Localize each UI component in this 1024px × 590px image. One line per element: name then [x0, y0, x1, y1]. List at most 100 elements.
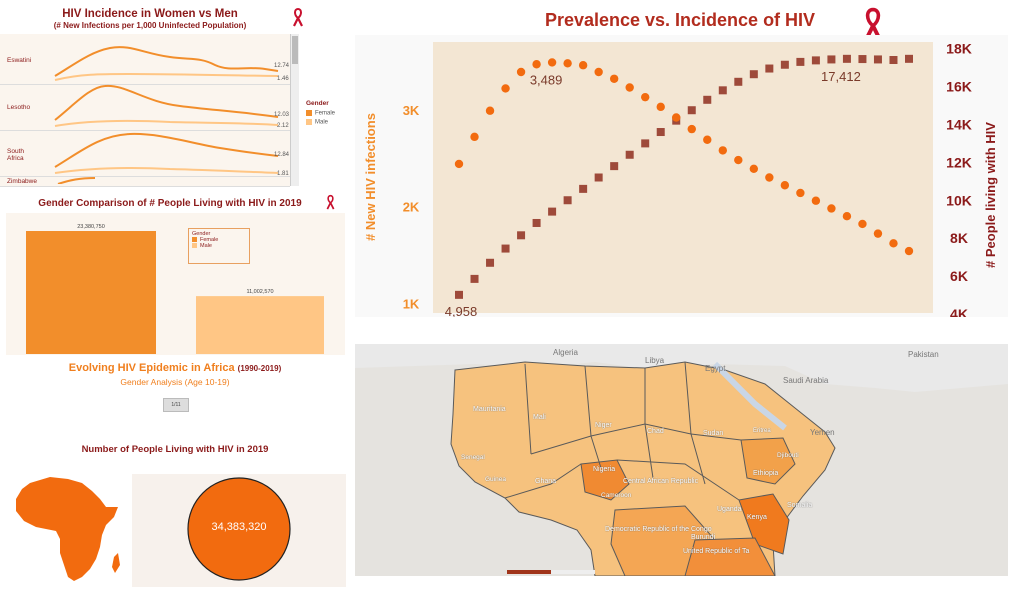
- map-label: Ethiopia: [753, 470, 779, 477]
- prevalence-start-label: 4,958: [445, 304, 478, 317]
- prevalence-marker[interactable]: [656, 128, 665, 137]
- prevalence-marker[interactable]: [734, 77, 743, 86]
- incidence-marker[interactable]: [889, 239, 898, 248]
- female-line-eswatini: [54, 46, 279, 77]
- map-region-dark: [740, 437, 796, 485]
- incidence-marker[interactable]: [625, 83, 634, 92]
- bar-female[interactable]: [26, 231, 156, 354]
- ribbon-icon: [293, 7, 303, 27]
- incidence-marker[interactable]: [532, 60, 541, 69]
- incidence-marker[interactable]: [718, 146, 727, 155]
- right-axis-tick: 16K: [946, 79, 972, 95]
- prevalence-marker[interactable]: [703, 95, 712, 104]
- scrollbar-thumb[interactable]: [292, 36, 298, 64]
- incidence-marker[interactable]: [454, 159, 464, 169]
- incidence-marker[interactable]: [873, 229, 883, 238]
- prevalence-marker[interactable]: [594, 173, 603, 182]
- incidence-marker[interactable]: [827, 204, 836, 213]
- prevalence-marker[interactable]: [501, 244, 510, 253]
- incidence-marker[interactable]: [765, 173, 774, 182]
- right-axis-tick: 4K: [950, 306, 968, 317]
- prevalence-chart-title: Prevalence vs. Incidence of HIV: [544, 10, 816, 30]
- prevalence-marker[interactable]: [625, 150, 634, 159]
- incidence-marker[interactable]: [811, 196, 821, 205]
- prevalence-marker[interactable]: [641, 139, 650, 148]
- prevalence-marker[interactable]: [780, 60, 789, 69]
- incidence-marker[interactable]: [858, 219, 867, 229]
- prevalence-marker[interactable]: [842, 54, 851, 63]
- legend-title: Gender: [192, 231, 211, 237]
- prevalence-marker[interactable]: [563, 196, 572, 205]
- map-label: Somalia: [787, 502, 813, 509]
- map-label: Chad: [647, 428, 664, 435]
- ribbon-icon: [326, 194, 335, 210]
- dashboard-title: Evolving HIV Epidemic in Africa (1990-20…: [0, 362, 350, 374]
- incidence-marker[interactable]: [749, 164, 759, 173]
- incidence-marker[interactable]: [780, 181, 790, 190]
- incidence-marker[interactable]: [485, 106, 495, 115]
- map-red-sea: [712, 361, 787, 431]
- legend-item-male[interactable]: Male: [192, 243, 246, 249]
- scrollbar[interactable]: [290, 34, 299, 186]
- prevalence-marker[interactable]: [687, 106, 696, 115]
- incidence-marker[interactable]: [641, 92, 650, 102]
- prevalence-marker[interactable]: [796, 57, 805, 66]
- incidence-marker[interactable]: [656, 102, 665, 112]
- gender-chart-title: Gender Comparison of # People Living wit…: [38, 198, 302, 209]
- prevalence-marker[interactable]: [765, 64, 774, 73]
- legend-title: Gender: [306, 100, 329, 107]
- prevalence-marker[interactable]: [873, 55, 882, 64]
- incidence-marker[interactable]: [563, 59, 572, 68]
- facet-label: Lesotho: [7, 104, 31, 111]
- prevalence-marker[interactable]: [827, 55, 836, 64]
- incidence-marker[interactable]: [516, 67, 526, 77]
- legend-item-female[interactable]: Female: [306, 110, 335, 117]
- dashboard-subtitle: Gender Analysis (Age 10-19): [120, 377, 230, 387]
- legend-item-male[interactable]: Male: [306, 118, 335, 125]
- bar-male[interactable]: [196, 296, 324, 354]
- pager-button[interactable]: 1/11: [163, 398, 189, 412]
- prevalence-marker[interactable]: [610, 162, 619, 171]
- incidence-marker[interactable]: [578, 61, 588, 70]
- map-label: Cameroon: [601, 492, 632, 499]
- prevalence-marker[interactable]: [579, 184, 588, 193]
- incidence-marker[interactable]: [687, 124, 696, 134]
- prevalence-marker[interactable]: [455, 290, 463, 299]
- prevalence-marker[interactable]: [532, 218, 541, 227]
- facet-label: Eswatini: [7, 57, 32, 64]
- legend-label: Female: [315, 110, 336, 117]
- incidence-marker[interactable]: [904, 246, 914, 256]
- prevalence-marker[interactable]: [718, 86, 727, 95]
- map-label: Algeria: [553, 348, 578, 357]
- incidence-marker[interactable]: [842, 212, 852, 221]
- legend-item-female[interactable]: Female: [192, 237, 246, 243]
- prevalence-marker[interactable]: [858, 55, 867, 64]
- male-line-lesotho: [54, 119, 279, 127]
- incidence-marker[interactable]: [470, 132, 479, 142]
- prevalence-marker[interactable]: [548, 207, 557, 216]
- prevalence-marker[interactable]: [811, 56, 820, 65]
- dashboard-years: (1990-2019): [237, 364, 282, 373]
- incidence-marker[interactable]: [501, 84, 510, 93]
- incidence-marker[interactable]: [703, 135, 712, 144]
- prevalence-marker[interactable]: [889, 56, 898, 65]
- prevalence-marker[interactable]: [470, 274, 479, 283]
- incidence-marker[interactable]: [796, 188, 805, 198]
- map-label: Ghana: [535, 478, 557, 485]
- left-axis-tick: 3K: [403, 103, 420, 118]
- incidence-marker[interactable]: [672, 113, 681, 122]
- male-line-south-africa: [54, 167, 279, 174]
- incidence-marker[interactable]: [734, 155, 743, 165]
- incidence-marker[interactable]: [594, 67, 603, 77]
- africa-map[interactable]: Algeria Libya Egypt Saudi Arabia Pakistan Yem…: [355, 344, 1008, 576]
- prevalence-marker[interactable]: [486, 258, 495, 267]
- prevalence-marker[interactable]: [517, 231, 526, 240]
- legend-label: Male: [200, 243, 212, 249]
- prevalence-marker[interactable]: [905, 54, 913, 63]
- value-label: 1.81: [277, 171, 289, 177]
- incidence-marker[interactable]: [547, 58, 557, 67]
- incidence-marker[interactable]: [609, 74, 619, 83]
- map-region-mid: [684, 537, 776, 576]
- map-label: Pakistan: [908, 350, 939, 359]
- prevalence-marker[interactable]: [749, 70, 758, 79]
